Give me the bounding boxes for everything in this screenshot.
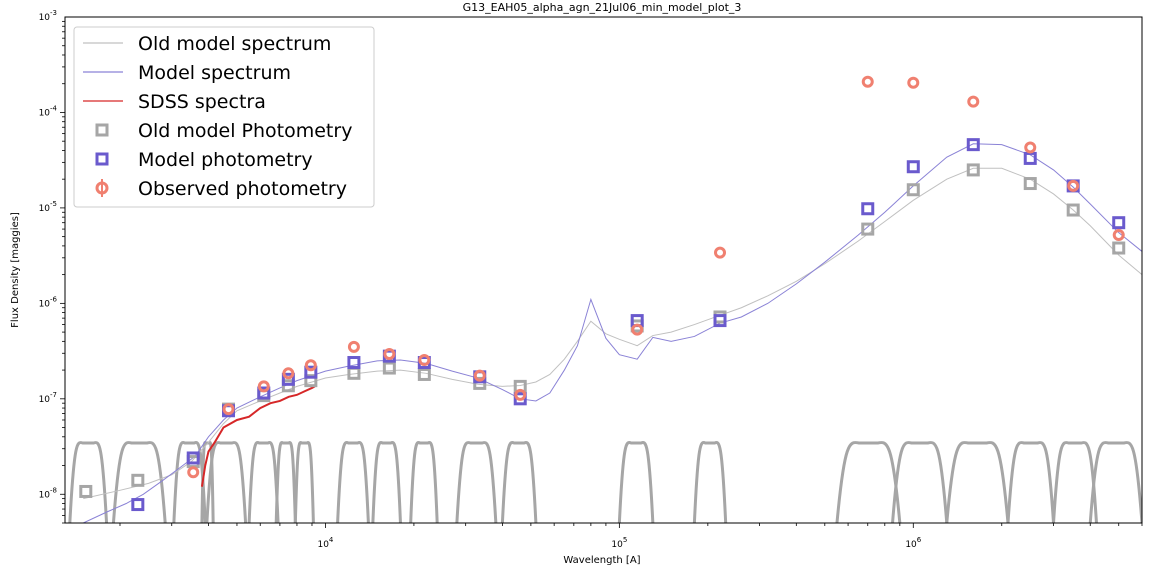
data-point-4-1 [186,451,200,465]
data-point-5-3 [282,367,295,380]
data-point-4-13 [861,202,875,216]
filter-curve [247,441,280,523]
y-tick-label-0: 10-8 [39,486,57,500]
data-point-5-9 [514,388,527,401]
data-point-3-1 [131,473,145,487]
data-point-5-7 [418,354,431,367]
x-axis-label: Wavelength [A] [563,555,640,566]
data-point-5-11 [714,246,727,259]
filter-curve [1052,441,1098,523]
data-point-5-10 [631,323,644,336]
data-point-5-1 [222,403,235,416]
x-tick-label-1: 105 [611,536,627,550]
data-point-3-6 [304,374,318,388]
filter-curve [500,441,538,523]
plot-frame [64,16,1143,524]
legend-label-1: Model spectrum [138,62,291,84]
filter-curve [205,441,248,523]
y-tick-label-4: 10-4 [39,104,58,118]
data-point-5-17 [1112,229,1125,242]
data-point-5-5 [347,340,360,353]
filter-curve [274,441,297,523]
chart-title: G13_EAH05_alpha_agn_21Jul06_min_model_pl… [463,1,742,14]
data-point-5-16 [1067,179,1080,192]
legend-label-2: SDSS spectra [138,91,266,113]
data-point-5-14 [967,95,980,108]
legend: Old model spectrum Model spectrum SDSS spe… [73,26,375,208]
data-point-5-0 [187,466,200,479]
legend-label-4: Model photometry [138,149,313,171]
series-line-2 [200,385,316,487]
data-point-4-0 [131,498,145,512]
x-tick-label-2: 106 [905,536,921,550]
filter-curve [371,441,402,523]
data-point-4-12 [713,314,727,328]
data-point-3-9 [417,367,431,381]
y-tick-label-1: 10-7 [39,391,57,405]
legend-square-3 [95,123,109,137]
data-point-3-14 [861,222,875,236]
data-point-3-18 [1066,203,1080,217]
filter-curve [945,441,1010,523]
y-tick-label-5: 10-3 [39,9,57,23]
filter-curve [455,441,498,523]
filter-curves [68,441,1142,523]
filter-curve [409,441,439,523]
legend-label-3: Old model Photometry [138,120,352,142]
filter-curve [835,441,902,523]
y-tick-label-2: 10-6 [39,295,58,309]
data-point-3-17 [1023,177,1037,191]
filter-curve [293,441,315,523]
y-axis-ticks: 10-8 10-7 10-6 10-5 10-4 10-3 [39,9,65,524]
data-point-5-6 [383,347,396,360]
data-point-5-2 [257,380,270,393]
filter-curve [1006,441,1056,523]
data-point-3-10 [473,376,487,390]
filter-curve [336,441,370,523]
data-point-4-6 [347,356,361,370]
legend-label-5: Observed photometry [138,178,347,200]
data-point-3-15 [906,183,920,197]
filter-curve [692,441,728,523]
data-point-4-14 [906,160,920,174]
y-axis-label: Flux Density [maggies] [10,212,21,328]
legend-label-0: Old model spectrum [138,33,331,55]
filter-curve [68,441,109,523]
x-axis-ticks: 104 105 106 [119,523,1143,550]
data-point-4-5 [304,365,318,379]
data-point-4-4 [281,372,295,386]
data-point-5-13 [907,76,920,89]
y-tick-label-3: 10-5 [39,200,57,214]
legend-square-4 [95,152,109,166]
filter-curve [111,441,167,523]
legend-circle-5 [95,181,109,195]
filter-curve [891,441,949,523]
data-point-4-15 [966,138,980,152]
data-point-5-8 [473,369,486,382]
data-point-3-0 [79,484,93,498]
data-point-4-3 [257,386,271,400]
data-point-3-19 [1112,241,1126,255]
data-point-3-8 [382,361,396,375]
data-point-4-18 [1112,216,1126,230]
data-point-5-4 [304,359,317,372]
filter-curve [617,441,655,523]
data-point-3-16 [966,163,980,177]
data-point-5-15 [1024,141,1037,154]
legend-frame [73,26,375,208]
data-point-4-10 [513,392,527,406]
filter-curve [1088,441,1142,523]
data-point-5-12 [861,75,874,88]
x-tick-label-0: 104 [317,536,333,550]
series-points [79,75,1126,512]
